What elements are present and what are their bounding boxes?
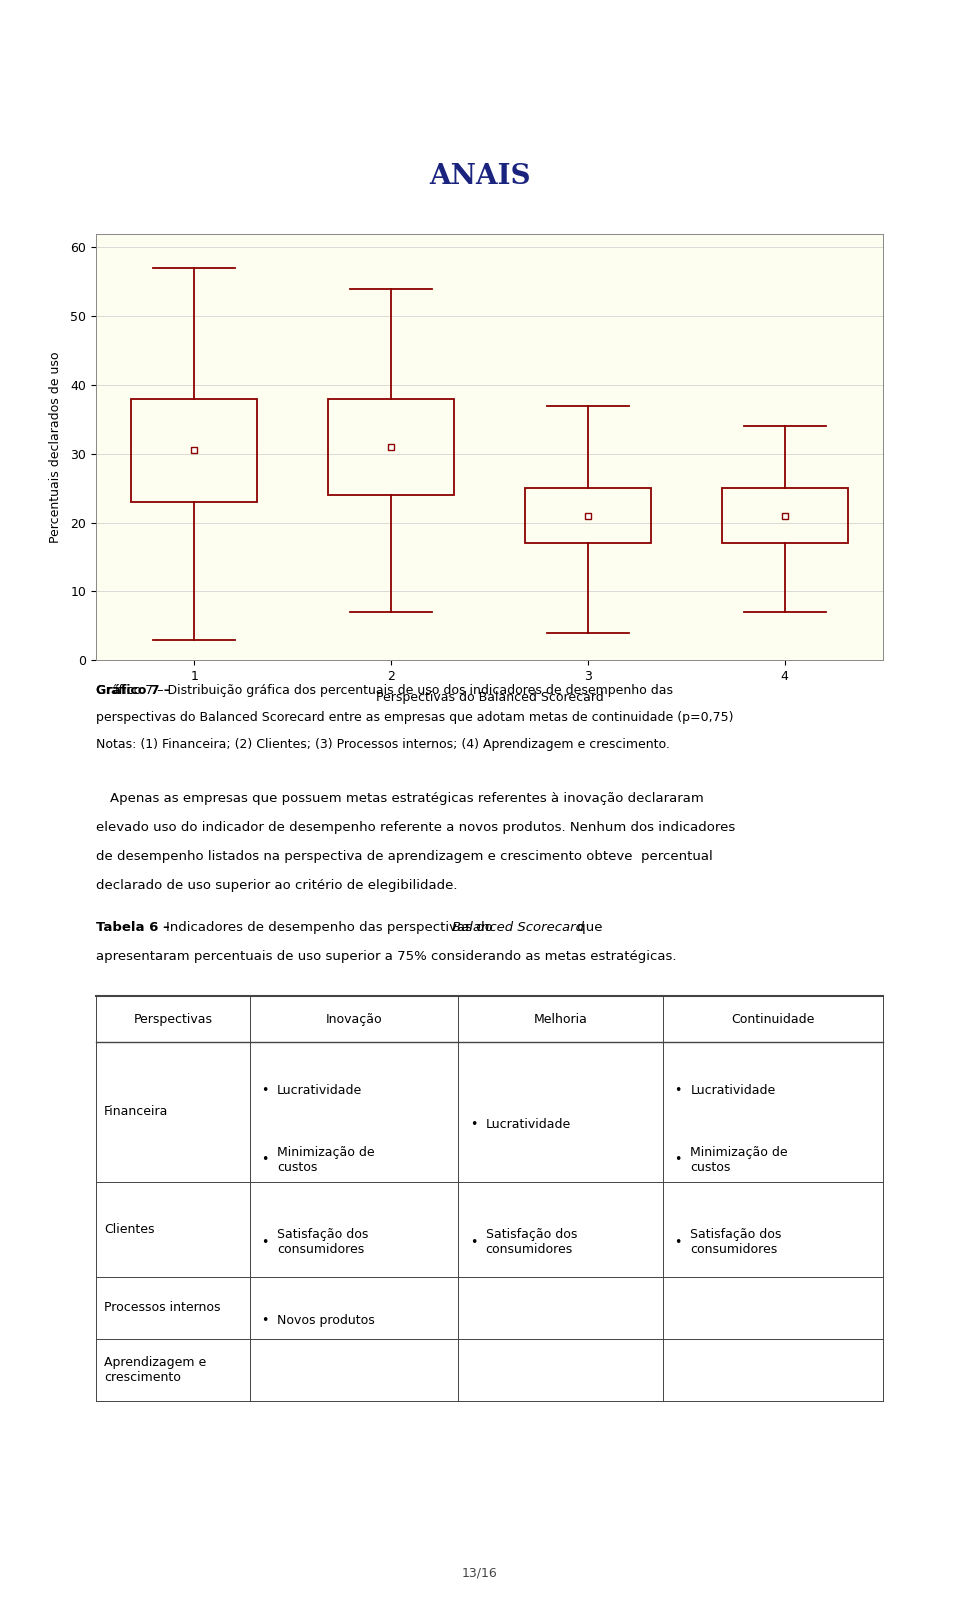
Text: Aprendizagem e
crescimento: Aprendizagem e crescimento xyxy=(104,1356,206,1384)
Text: •: • xyxy=(675,1153,682,1166)
Text: Lucratividade: Lucratividade xyxy=(277,1083,362,1096)
Text: Continuidade: Continuidade xyxy=(732,1012,815,1025)
Bar xyxy=(525,488,651,543)
Text: 13/16: 13/16 xyxy=(462,1567,498,1580)
Text: Indicadores de desempenho das perspectivas do: Indicadores de desempenho das perspectiv… xyxy=(166,921,497,934)
Text: Notas: (1) Financeira; (2) Clientes; (3) Processos internos; (4) Aprendizagem e : Notas: (1) Financeira; (2) Clientes; (3)… xyxy=(96,738,670,751)
Text: Satisfação dos
consumidores: Satisfação dos consumidores xyxy=(690,1228,781,1255)
Text: de desempenho listados na perspectiva de aprendizagem e crescimento obteve  perc: de desempenho listados na perspectiva de… xyxy=(96,850,712,863)
Text: •: • xyxy=(261,1314,269,1327)
Text: Inovação: Inovação xyxy=(325,1012,382,1025)
Text: Perspectivas: Perspectivas xyxy=(133,1012,212,1025)
Text: Lucratividade: Lucratividade xyxy=(486,1118,571,1132)
X-axis label: Perspectivas do Balanced Scorecard: Perspectivas do Balanced Scorecard xyxy=(375,691,604,704)
Text: Gráfico 7 – Distribuição gráfica dos percentuais de uso dos indicadores de desem: Gráfico 7 – Distribuição gráfica dos per… xyxy=(96,684,673,697)
Text: Gráfico 7 –: Gráfico 7 – xyxy=(96,684,175,697)
Text: que: que xyxy=(573,921,603,934)
Text: Novos produtos: Novos produtos xyxy=(277,1314,374,1327)
Text: Minimização de
custos: Minimização de custos xyxy=(690,1145,788,1174)
Text: •: • xyxy=(261,1153,269,1166)
Bar xyxy=(328,399,454,495)
Bar xyxy=(722,488,848,543)
Text: •: • xyxy=(675,1083,682,1096)
Text: Satisfação dos
consumidores: Satisfação dos consumidores xyxy=(277,1228,369,1255)
Text: Financeira: Financeira xyxy=(104,1106,168,1119)
Text: perspectivas do Balanced Scorecard entre as empresas que adotam metas de continu: perspectivas do Balanced Scorecard entre… xyxy=(96,710,733,725)
Text: Minimização de
custos: Minimização de custos xyxy=(277,1145,374,1174)
Text: Tabela 6 –: Tabela 6 – xyxy=(96,921,175,934)
Text: •: • xyxy=(261,1083,269,1096)
Text: Apenas as empresas que possuem metas estratégicas referentes à inovação declarar: Apenas as empresas que possuem metas est… xyxy=(110,792,704,805)
Text: elevado uso do indicador de desempenho referente a novos produtos. Nenhum dos in: elevado uso do indicador de desempenho r… xyxy=(96,821,735,834)
Text: Balanced Scorecard: Balanced Scorecard xyxy=(452,921,584,934)
Text: Lucratividade: Lucratividade xyxy=(690,1083,776,1096)
Text: •: • xyxy=(675,1236,682,1249)
Text: Clientes: Clientes xyxy=(104,1223,155,1236)
Y-axis label: Percentuais declarados de uso: Percentuais declarados de uso xyxy=(49,350,62,543)
Text: Processos internos: Processos internos xyxy=(104,1301,221,1314)
Bar xyxy=(132,399,257,501)
Text: •: • xyxy=(470,1236,477,1249)
Text: declarado de uso superior ao critério de elegibilidade.: declarado de uso superior ao critério de… xyxy=(96,879,458,892)
Text: •: • xyxy=(470,1118,477,1132)
Text: ANAIS: ANAIS xyxy=(429,164,531,190)
Text: Satisfação dos
consumidores: Satisfação dos consumidores xyxy=(486,1228,577,1255)
Text: apresentaram percentuais de uso superior a 75% considerando as metas estratégica: apresentaram percentuais de uso superior… xyxy=(96,950,677,963)
Text: •: • xyxy=(261,1236,269,1249)
Text: Melhoria: Melhoria xyxy=(534,1012,588,1025)
